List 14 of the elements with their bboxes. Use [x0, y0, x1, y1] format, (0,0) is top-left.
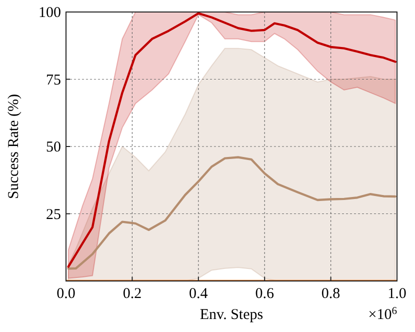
x-tick-label: 0.0	[56, 286, 76, 302]
y-tick-label: 50	[46, 140, 61, 156]
x-axis-title: Env. Steps	[200, 307, 264, 323]
y-tick-label: 100	[38, 5, 61, 21]
y-tick-label: 75	[46, 72, 61, 88]
x-tick-label: 0.4	[189, 286, 208, 302]
x-tick-label: 1.0	[388, 286, 406, 302]
text: ×10$^{6}$	[368, 306, 397, 323]
line-series	[67, 156, 396, 270]
x-tick-label: 0.6	[255, 286, 274, 302]
y-tick-label: 25	[46, 206, 61, 223]
x-tick-label: 0.2	[122, 286, 142, 302]
y-axis-title: Success Rate (%)	[6, 94, 22, 199]
x-tick-label: 0.8	[321, 286, 340, 302]
